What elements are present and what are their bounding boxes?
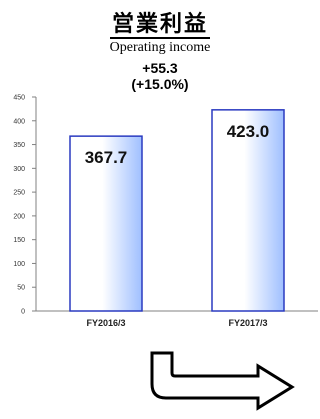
y-tick-label: 450	[13, 95, 25, 102]
bar-layer: 367.7 FY2016/3 423.0 FY2017/3	[69, 109, 285, 328]
y-tick-label: 100	[13, 261, 25, 268]
y-tick-label: 150	[13, 237, 25, 244]
y-tick-label: 300	[13, 166, 25, 173]
bar-value-label: 423.0	[227, 122, 270, 141]
curved-arrow-right-icon	[150, 351, 295, 411]
bar	[69, 135, 143, 312]
y-tick-label: 350	[13, 142, 25, 149]
y-tick-label: 50	[17, 285, 25, 292]
change-percent-annotation: (+15.0%)	[131, 76, 189, 92]
chart-title-text: 営業利益	[109, 12, 210, 39]
y-tick-label: 400	[13, 118, 25, 125]
bar	[211, 109, 285, 312]
x-tick-label: FY2016/3	[86, 318, 125, 328]
y-tick-label: 0	[21, 309, 25, 316]
chart-title: 営業利益	[0, 6, 320, 39]
y-tick-label: 200	[13, 213, 25, 220]
bar-value-label: 367.7	[85, 148, 128, 167]
chart-subtitle: Operating income	[109, 40, 211, 55]
x-tick-label: FY2017/3	[228, 318, 267, 328]
y-tick-label: 250	[13, 190, 25, 197]
change-annotation: +55.3	[142, 60, 178, 76]
